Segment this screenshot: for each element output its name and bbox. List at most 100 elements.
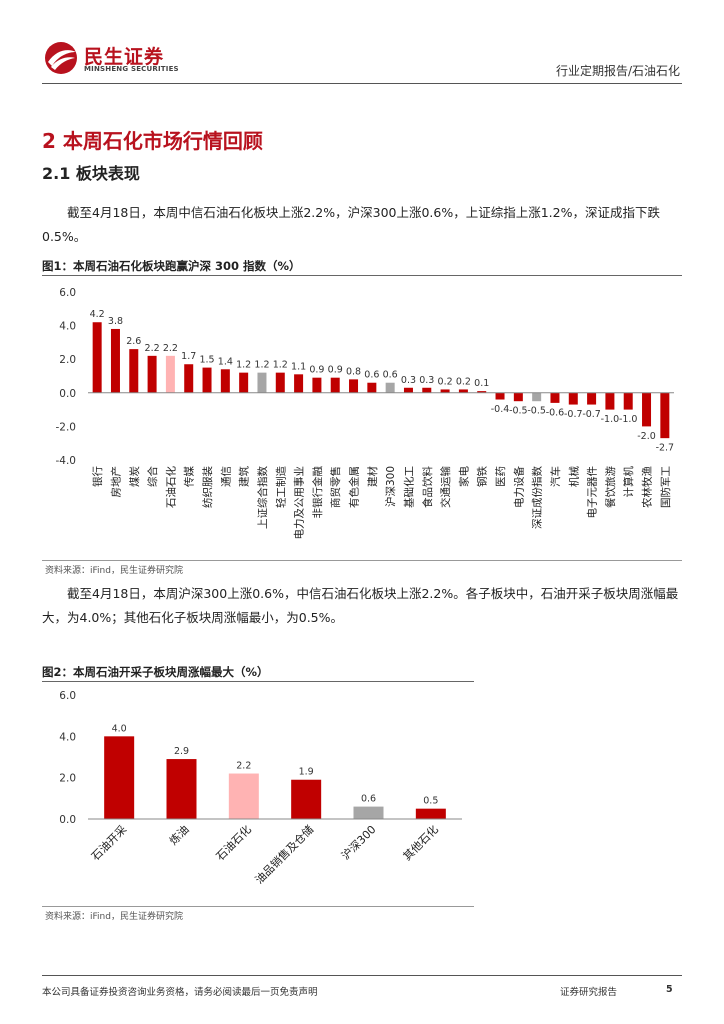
y-tick-label: -4.0 — [56, 455, 77, 467]
category-label: 钢铁 — [476, 466, 489, 487]
bar — [349, 379, 359, 393]
category-label: 轻工制造 — [274, 466, 287, 508]
bar — [623, 392, 633, 410]
bar — [660, 392, 670, 439]
figure1-source: 资料来源：iFind，民生证券研究院 — [45, 566, 183, 576]
figure1-title: 图1：本周石油石化板块跑赢沪深 300 指数（%） — [42, 259, 301, 273]
category-label: 食品饮料 — [421, 466, 434, 508]
category-label: 计算机 — [622, 466, 635, 498]
bar — [275, 372, 285, 393]
bar — [605, 392, 615, 410]
bar — [104, 736, 135, 819]
bar — [220, 369, 230, 393]
bar-value-label: -2.0 — [637, 431, 656, 442]
bar-value-label: -0.6 — [546, 407, 565, 418]
bar-value-label: 3.8 — [108, 316, 123, 327]
bar-value-label: -0.7 — [564, 409, 583, 420]
bar-value-label: 0.1 — [474, 378, 489, 389]
bar — [385, 382, 395, 393]
bar-value-label: 1.2 — [236, 360, 251, 371]
y-tick-label: 6.0 — [59, 287, 76, 299]
y-tick-label: 4.0 — [59, 321, 76, 333]
category-label: 综合 — [146, 466, 159, 487]
category-label: 商贸零售 — [329, 466, 342, 508]
category-label: 基础化工 — [402, 466, 415, 508]
bar-value-label: -0.7 — [582, 409, 601, 420]
bar-value-label: 1.5 — [199, 355, 214, 366]
bar — [477, 391, 487, 393]
bar-value-label: 4.0 — [112, 723, 127, 734]
category-label: 非银行金融 — [311, 466, 324, 519]
y-tick-label: 0.0 — [59, 388, 76, 400]
footer-report-type: 证券研究报告 — [560, 987, 618, 998]
category-label: 交通运输 — [439, 466, 452, 508]
bar-value-label: 2.9 — [174, 746, 189, 757]
bar-value-label: 1.2 — [273, 360, 288, 371]
bar — [330, 377, 340, 393]
category-label: 油品销售及仓储 — [252, 822, 316, 886]
bar-value-label: 0.9 — [328, 365, 343, 376]
bar — [422, 387, 432, 393]
bar-value-label: 0.2 — [438, 376, 453, 387]
bar — [184, 364, 194, 393]
bar — [129, 349, 139, 393]
category-label: 农林牧渔 — [641, 466, 654, 508]
category-label: 其他石化 — [400, 822, 441, 863]
footer-disclaimer: 本公司具备证券投资咨询业务资格，请务必阅读最后一页免责声明 — [42, 987, 318, 998]
y-tick-label: 0.0 — [59, 814, 76, 826]
bar — [110, 328, 120, 393]
bar-value-label: 0.2 — [456, 376, 471, 387]
paragraph-market-summary: 截至4月18日，本周中信石油石化板块上涨2.2%，沪深300上涨0.6%，上证综… — [42, 205, 660, 244]
logo-chinese-name: 民生证券 — [84, 46, 165, 68]
category-label: 石油开采 — [88, 822, 129, 863]
bar — [353, 806, 384, 819]
bar-value-label: 2.2 — [145, 343, 160, 354]
bar — [642, 392, 652, 427]
category-label: 建材 — [366, 466, 379, 487]
category-label: 通信 — [220, 466, 232, 487]
category-label: 医药 — [495, 466, 507, 487]
category-label: 房地产 — [109, 466, 122, 498]
bar — [228, 773, 259, 819]
bar — [294, 374, 304, 393]
bar-value-label: 2.2 — [236, 761, 251, 772]
bar-value-label: 0.9 — [309, 365, 324, 376]
section-heading: 2 本周石化市场行情回顾 — [42, 129, 263, 153]
category-label: 石油石化 — [213, 822, 254, 863]
category-label: 国防军工 — [659, 466, 672, 508]
bar-value-label: -1.0 — [601, 414, 620, 425]
report-category: 行业定期报告/石油石化 — [555, 64, 680, 78]
bar-value-label: -0.5 — [509, 406, 528, 417]
brand-logo: 民生证券 MINSHENG SECURITIES — [42, 40, 182, 76]
chart-sector-performance: 6.0 4.0 2.0 0.0 -2.0 -4.0 4.2 银行 3.8 房地产 2.6 煤炭 2.2 综… — [56, 287, 675, 540]
bar-value-label: 0.5 — [423, 796, 438, 807]
category-label: 电力及公用事业 — [293, 466, 306, 540]
bar — [458, 389, 468, 393]
bar — [92, 322, 102, 393]
bar — [415, 808, 446, 819]
category-label: 炼油 — [166, 822, 191, 847]
bar — [312, 377, 322, 393]
bar — [202, 367, 212, 393]
bar-value-label: 1.4 — [218, 356, 233, 367]
bar-value-label: 1.2 — [254, 360, 269, 371]
bar — [550, 392, 560, 403]
bar — [532, 392, 542, 402]
category-label: 汽车 — [549, 466, 562, 487]
bar — [165, 355, 175, 393]
footer-divider — [42, 975, 682, 976]
paragraph-subsector-summary: 截至4月18日，本周沪深300上涨0.6%，中信石油石化板块上涨2.2%。各子板… — [42, 586, 679, 625]
category-label: 上证综合指数 — [256, 466, 269, 529]
y-tick-label: -2.0 — [56, 421, 77, 433]
page-number: 5 — [666, 984, 673, 995]
bar — [367, 382, 377, 393]
category-label: 纺织服装 — [201, 466, 214, 508]
bar-value-label: -0.5 — [527, 406, 546, 417]
subsection-heading: 2.1 板块表现 — [42, 164, 140, 183]
bar — [239, 372, 249, 393]
bar-value-label: -1.0 — [619, 414, 638, 425]
bar-value-label: 4.2 — [90, 309, 105, 320]
bar — [495, 392, 505, 400]
figure1-top-rule — [42, 275, 682, 276]
bar-value-label: 0.8 — [346, 366, 361, 377]
